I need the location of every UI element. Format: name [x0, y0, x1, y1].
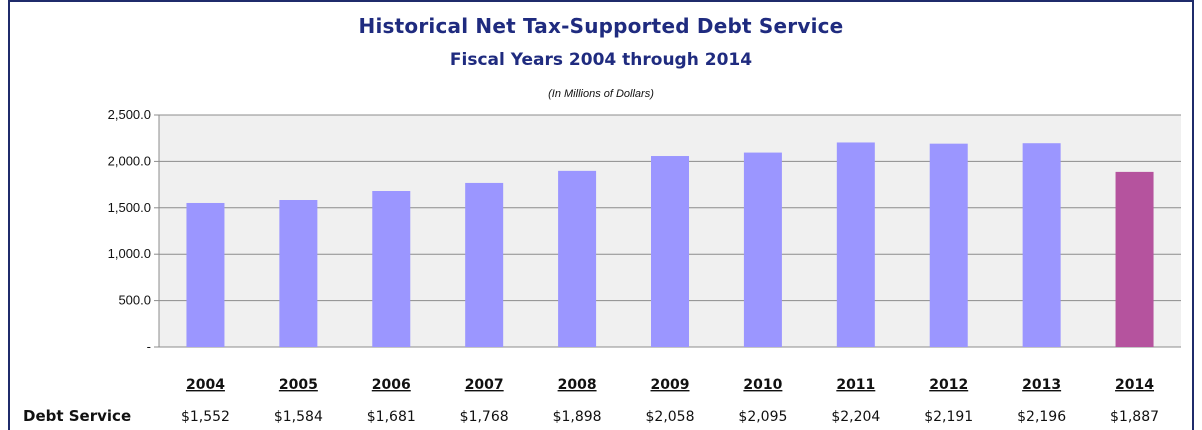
debt-value-2010: $2,095: [738, 409, 787, 425]
y-tick-label: 500.0: [118, 293, 151, 308]
chart-title: Historical Net Tax-Supported Debt Servic…: [358, 14, 844, 38]
debt-value-2009: $2,058: [646, 409, 695, 425]
debt-value-2004: $1,552: [181, 409, 230, 425]
year-label-2011: 2011: [836, 377, 875, 393]
bar-2008: [558, 170, 597, 347]
year-label-2014: 2014: [1115, 377, 1154, 393]
year-label-2006: 2006: [372, 377, 411, 393]
debt-value-2008: $1,898: [553, 409, 602, 425]
year-label-2010: 2010: [743, 377, 782, 393]
y-tick-label: 1,500.0: [108, 200, 151, 215]
bar-2005: [279, 200, 318, 347]
y-tick-label: 2,000.0: [108, 153, 151, 168]
year-label-2009: 2009: [651, 377, 690, 393]
bar-2009: [651, 156, 689, 347]
bar-2012: [929, 143, 968, 347]
year-label-2013: 2013: [1022, 377, 1061, 393]
debt-value-2007: $1,768: [460, 409, 509, 425]
year-label-2004: 2004: [186, 377, 225, 393]
bar-2013: [1022, 143, 1061, 347]
chart-frame: [8, 0, 1194, 430]
debt-value-2014: $1,887: [1110, 409, 1159, 425]
debt-value-2006: $1,681: [367, 409, 416, 425]
year-label-2012: 2012: [929, 377, 968, 393]
year-label-2008: 2008: [558, 377, 597, 393]
bar-2004: [186, 202, 225, 347]
bar-2011: [836, 142, 875, 347]
y-tick-label: 2,500.0: [108, 107, 151, 122]
bar-2014: [1115, 171, 1154, 347]
debt-value-2012: $2,191: [924, 409, 973, 425]
units-note: (In Millions of Dollars): [548, 88, 654, 100]
bar-2010: [743, 152, 782, 347]
year-label-2005: 2005: [279, 377, 318, 393]
year-label-2007: 2007: [465, 377, 504, 393]
bar-2006: [372, 191, 411, 347]
row-label-debt-service: Debt Service: [23, 407, 131, 425]
debt-value-2011: $2,204: [831, 409, 880, 425]
debt-value-2013: $2,196: [1017, 409, 1066, 425]
debt-value-2005: $1,584: [274, 409, 323, 425]
y-tick-label: -: [147, 339, 151, 354]
bar-2007: [465, 182, 504, 347]
y-tick-label: 1,000.0: [108, 246, 151, 261]
chart-subtitle: Fiscal Years 2004 through 2014: [449, 50, 753, 70]
